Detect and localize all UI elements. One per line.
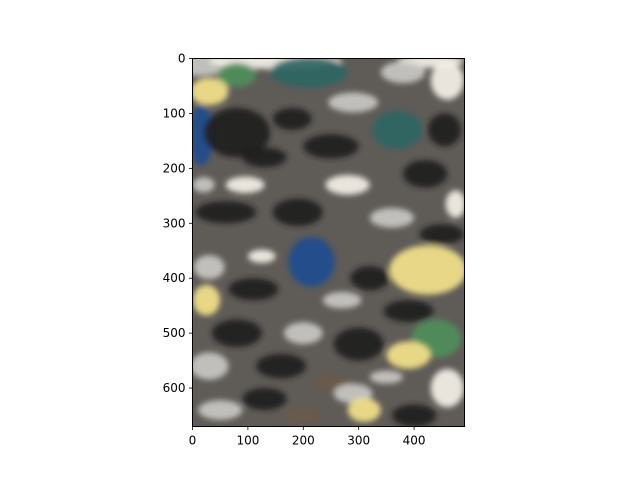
image-patch-9 [203, 107, 271, 158]
axes-frame [192, 58, 465, 427]
image-patch-7 [430, 61, 464, 100]
y-tick-label-1: 100 [163, 106, 186, 120]
y-tick-label-0: 0 [178, 52, 186, 66]
y-tick-label-3: 300 [163, 216, 186, 230]
image-patch-36 [333, 327, 384, 361]
image-patch-25 [288, 237, 335, 287]
image-patch-38 [386, 341, 431, 369]
image-patch-16 [225, 176, 265, 194]
image-patch-26 [247, 249, 276, 263]
image-patch-15 [242, 147, 287, 168]
image-patch-48 [283, 407, 323, 424]
image-patch-32 [322, 291, 362, 309]
image-area [192, 58, 465, 427]
image-patch-49 [369, 370, 404, 384]
image-patch-47 [391, 404, 437, 427]
image-patch-10 [272, 107, 312, 130]
image-patch-23 [369, 207, 415, 228]
image-patch-18 [325, 174, 370, 195]
x-tick-label-4: 400 [403, 434, 426, 448]
image-patch-34 [211, 319, 262, 347]
image-patch-30 [228, 278, 279, 301]
y-tick-label-2: 200 [163, 161, 186, 175]
y-tick-label-4: 400 [163, 271, 186, 285]
image-patch-31 [192, 284, 221, 316]
x-tick-label-3: 300 [347, 434, 370, 448]
image-patch-27 [193, 255, 225, 280]
y-tick-label-6: 600 [163, 381, 186, 395]
image-patch-39 [192, 352, 229, 380]
x-tick-label-1: 100 [236, 434, 259, 448]
image-patch-14 [303, 134, 359, 159]
y-axis: 0 100 200 300 400 500 600 [163, 52, 193, 395]
image-patch-22 [272, 198, 323, 227]
image-patch-44 [347, 397, 381, 423]
image-patch-4 [217, 62, 257, 88]
y-tick-label-5: 500 [163, 326, 186, 340]
image-patch-45 [242, 388, 287, 411]
image-patch-6 [380, 61, 426, 84]
image-patch-21 [195, 201, 257, 224]
image-patch-28 [389, 245, 465, 295]
image-patch-29 [350, 266, 390, 291]
image-patch-8 [192, 105, 213, 166]
image-patch-33 [383, 300, 434, 323]
image-patch-5 [192, 77, 229, 106]
image-patch-17 [192, 177, 215, 193]
image-patch-12 [372, 110, 423, 150]
x-axis: 0 100 200 300 400 [189, 426, 426, 448]
image-patch-35 [283, 322, 323, 345]
x-tick-label-2: 200 [292, 434, 315, 448]
image-patch-20 [445, 190, 465, 218]
image-patch-46 [198, 400, 243, 420]
image-patch-11 [328, 92, 379, 113]
x-tick-label-0: 0 [189, 434, 197, 448]
image-patch-43 [430, 368, 464, 408]
image-patch-3 [270, 58, 348, 88]
image-patches [192, 58, 465, 427]
image-patch-40 [256, 353, 307, 379]
image-patch-13 [427, 113, 462, 147]
image-patch-19 [403, 160, 448, 188]
image-patch-24 [419, 224, 464, 245]
